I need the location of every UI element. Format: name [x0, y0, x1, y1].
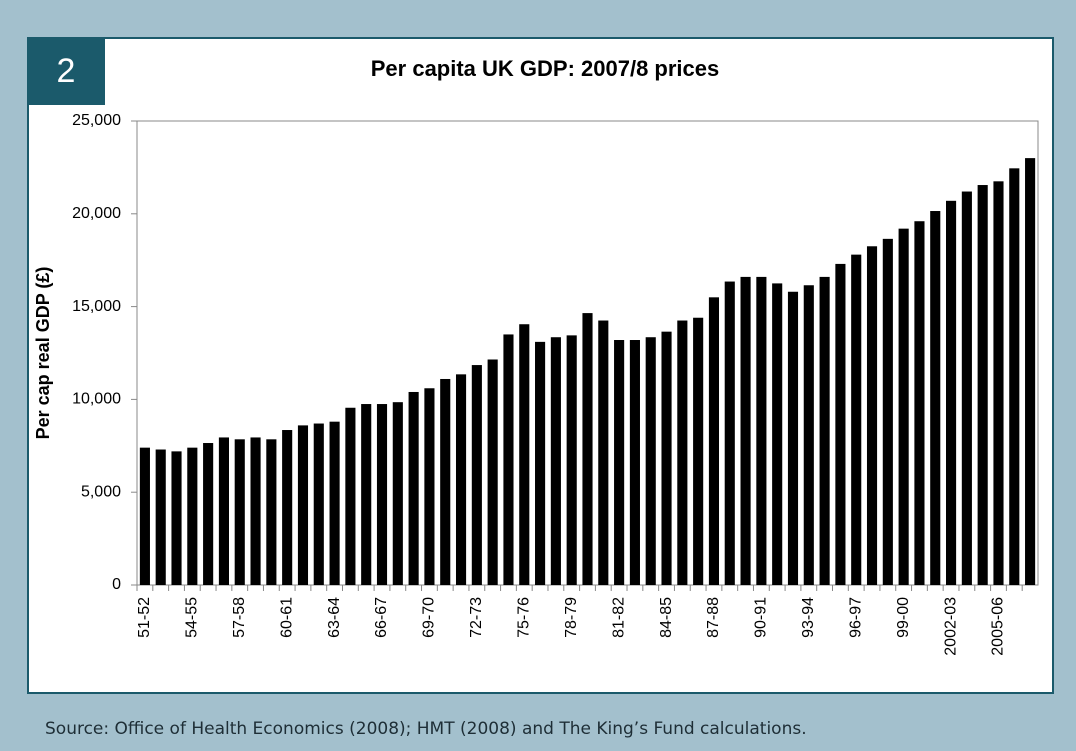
bar [629, 340, 640, 585]
bar [756, 276, 767, 585]
figure-badge [28, 38, 105, 105]
bar [187, 447, 198, 585]
bar [787, 291, 799, 585]
bar [1009, 168, 1020, 585]
bar [550, 337, 561, 585]
bar [155, 449, 166, 585]
source-note: Source: Office of Health Economics (2008… [45, 719, 807, 739]
bar [566, 335, 577, 585]
bar [851, 254, 862, 585]
bar [645, 337, 656, 585]
bar [313, 423, 324, 585]
bar [282, 430, 293, 585]
bar [503, 334, 514, 585]
bar [582, 313, 593, 585]
y-tick-label: 25,000 [72, 112, 121, 129]
x-tick-label: 90-91 [753, 597, 770, 638]
bar [471, 365, 482, 585]
bar [803, 285, 814, 585]
x-tick-label: 93-94 [800, 597, 817, 638]
bar [961, 191, 972, 585]
bar [455, 374, 467, 585]
x-tick-label: 2005-06 [990, 597, 1007, 656]
x-tick-label: 84-85 [658, 597, 675, 638]
bar [977, 185, 988, 586]
bar [708, 297, 720, 585]
x-tick-label: 87-88 [705, 597, 722, 638]
bar [408, 391, 419, 585]
bar [614, 340, 625, 585]
bar [693, 317, 704, 585]
y-tick-label: 5,000 [81, 483, 121, 500]
bar [376, 404, 388, 585]
bar [819, 276, 830, 585]
bar [772, 283, 783, 585]
bar [866, 246, 878, 585]
y-tick-label: 10,000 [72, 391, 121, 408]
x-tick-label: 57-58 [231, 597, 248, 638]
bar [234, 439, 245, 585]
x-tick-label: 69-70 [421, 597, 438, 638]
chart-title: Per capita UK GDP: 2007/8 prices [371, 56, 720, 81]
bar [361, 404, 372, 585]
bar [519, 324, 530, 585]
x-tick-label: 51-52 [136, 597, 153, 638]
bar [724, 281, 735, 585]
x-tick-label: 2002-03 [942, 597, 959, 656]
bar [329, 421, 340, 585]
bar [882, 238, 893, 585]
x-tick-label: 81-82 [610, 597, 627, 638]
bar [218, 437, 229, 585]
x-tick-label: 75-76 [515, 597, 532, 638]
y-tick-label: 15,000 [72, 298, 121, 315]
bar [171, 451, 182, 585]
bar [139, 447, 150, 585]
bar [1025, 158, 1036, 585]
bar [297, 425, 309, 585]
bar [598, 320, 609, 585]
bar [914, 221, 925, 585]
x-tick-label: 99-00 [895, 597, 912, 638]
bar [392, 402, 403, 585]
y-axis-label: Per cap real GDP (£) [33, 267, 53, 440]
x-tick-label: 72-73 [468, 597, 485, 638]
bar [487, 359, 498, 585]
bar [946, 200, 957, 586]
y-tick-label: 0 [112, 576, 121, 593]
x-tick-label: 54-55 [184, 597, 201, 638]
bar [898, 228, 909, 585]
bar [424, 388, 435, 585]
x-tick-label: 63-64 [326, 597, 343, 638]
bar [993, 181, 1004, 585]
bar [535, 341, 546, 585]
x-tick-label: 96-97 [847, 597, 864, 638]
x-tick-label: 66-67 [373, 597, 390, 638]
x-tick-label: 78-79 [563, 597, 580, 638]
x-tick-label: 60-61 [278, 597, 295, 638]
bar [345, 407, 356, 585]
y-tick-label: 20,000 [72, 205, 121, 222]
bar [930, 211, 941, 586]
bar [203, 443, 214, 585]
bar [835, 263, 846, 585]
bar [677, 320, 688, 585]
bar [440, 378, 451, 585]
figure-number: 2 [57, 52, 76, 90]
bar [661, 331, 672, 585]
bar [740, 276, 751, 585]
bar [266, 439, 277, 585]
bar [250, 437, 261, 585]
